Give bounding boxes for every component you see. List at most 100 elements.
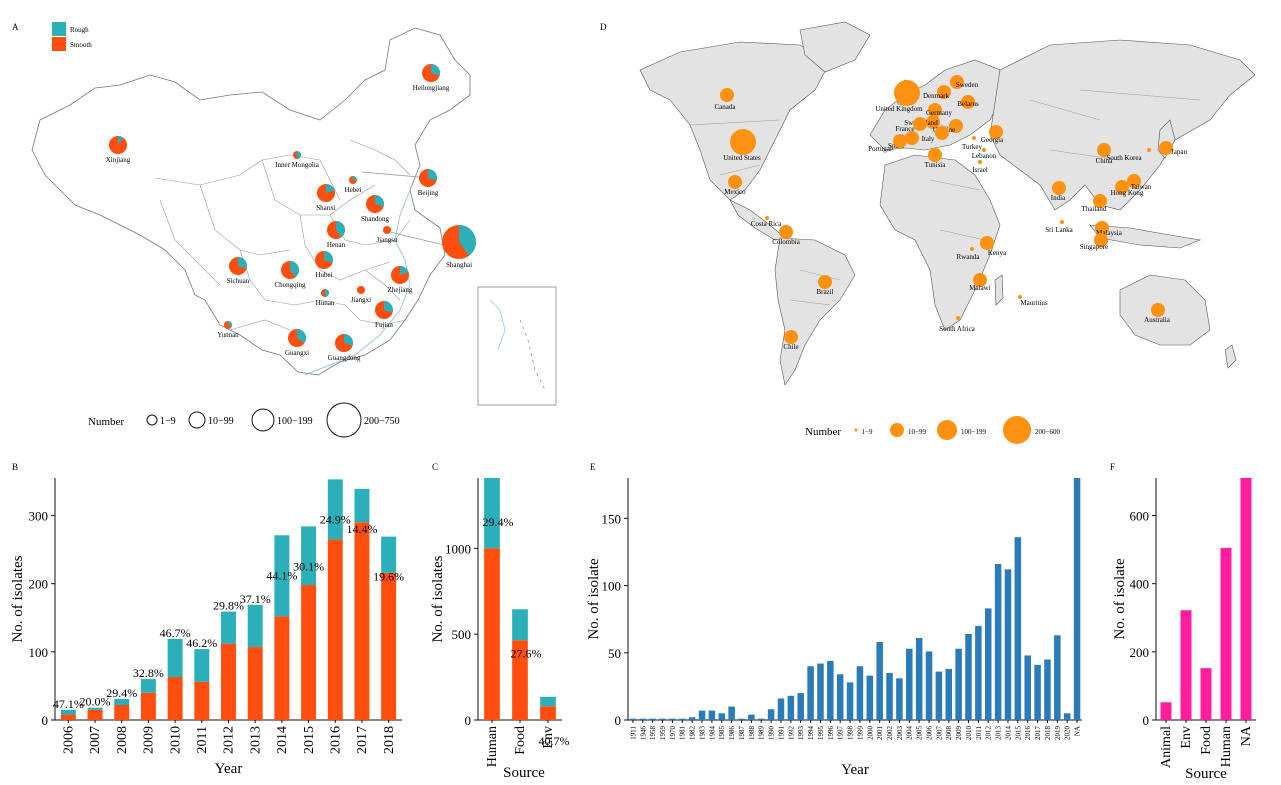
legend-rough-label: Rough	[70, 26, 89, 34]
legend-smooth-label: Smooth	[70, 41, 92, 49]
province-label: Xinjiang	[106, 156, 131, 164]
country-bubble-hong-kong: Hong Kong	[1111, 180, 1144, 197]
bubble	[1115, 180, 1129, 194]
country-bubble-south-africa: South Africa	[939, 316, 976, 333]
bar	[1200, 668, 1212, 720]
x-tick-label: 2019	[1054, 726, 1062, 741]
country-bubble-malawi: Malawi	[969, 273, 991, 292]
country-bubble-france: France	[895, 117, 927, 133]
province-label: Shanxi	[316, 204, 336, 212]
pie-smooth-slice	[383, 226, 391, 234]
province-label: Guangxi	[285, 349, 309, 357]
country-bubble-sri-lanka: Sri Lanka	[1045, 220, 1074, 234]
x-tick-label: 2005	[916, 726, 924, 741]
x-tick-label: 2008	[945, 726, 953, 741]
country-bubble-mexico: Mexico	[724, 175, 746, 196]
country-label: Mexico	[724, 188, 746, 196]
bubble	[1095, 221, 1109, 235]
panel-letter: E	[590, 462, 596, 472]
province-label: Jiangxi	[351, 296, 371, 304]
country-label: Portugal	[868, 145, 892, 153]
x-tick-label: Human	[1219, 726, 1234, 767]
bar	[777, 698, 785, 720]
bar-smooth	[301, 585, 317, 720]
country-label: Australia	[1144, 316, 1171, 324]
x-tick-label: 2012	[222, 726, 237, 754]
size-legend-d-label: 200−600	[1035, 428, 1060, 436]
legend-rough-swatch	[52, 22, 66, 36]
country-bubble-germany: Germany	[926, 103, 953, 117]
country-bubble-rwanda: Rwanda	[957, 247, 980, 261]
percent-label: 32.8%	[133, 666, 164, 680]
percent-label: 46.7%	[160, 626, 191, 640]
x-tick-label: 1994	[807, 726, 815, 741]
country-label: United States	[723, 154, 761, 162]
bar	[1034, 664, 1041, 720]
bar-rough	[87, 707, 103, 710]
y-tick-label: 0	[42, 713, 49, 728]
bubble	[926, 115, 940, 129]
size-legend-a-circle	[251, 408, 275, 432]
x-tick-label: Food	[513, 726, 528, 755]
country-label: Costa Rica	[751, 220, 782, 228]
world-borders	[689, 89, 1201, 306]
percent-label: 46.2%	[186, 636, 217, 650]
y-tick-label: 600	[1130, 508, 1150, 523]
bar	[935, 671, 943, 720]
y-tick-label: 0	[615, 713, 622, 728]
bar	[1014, 537, 1022, 720]
country-label: Lebanon	[972, 152, 997, 160]
china-outline	[31, 27, 471, 376]
x-tick-label: 2004	[906, 726, 914, 741]
percent-label: 24.9%	[320, 512, 351, 526]
bar	[1024, 655, 1031, 720]
bubble	[989, 125, 1003, 139]
bar	[836, 674, 844, 720]
bar	[698, 710, 706, 720]
percent-label: 29.4%	[106, 686, 137, 700]
province-label: Heilongjiang	[413, 84, 450, 92]
percent-label: 44.1%	[266, 568, 297, 582]
x-tick-label: 2011	[195, 726, 210, 753]
province-pie-xinjiang: Xinjiang	[106, 136, 131, 164]
bubble	[935, 126, 949, 140]
size-legend-d-circle	[854, 428, 858, 432]
country-bubble-malaysia: Malaysia	[1095, 221, 1123, 237]
bubble	[937, 85, 951, 99]
bar-smooth	[354, 522, 370, 720]
bar	[896, 678, 903, 720]
country-bubbles: Canada United States Mexico Costa Rica Colom…	[715, 75, 1187, 351]
bar	[1054, 635, 1061, 720]
country-label: Israel	[972, 166, 988, 174]
x-tick-label: 2012	[985, 726, 993, 741]
country-label: Georgia	[981, 136, 1004, 144]
bar-rough	[194, 649, 210, 682]
bar	[866, 675, 874, 720]
bar-smooth	[381, 572, 397, 720]
bar-rough	[114, 698, 130, 706]
y-tick-label: 0	[465, 713, 472, 728]
bar-rough	[60, 709, 76, 715]
y-tick-label: 100	[602, 579, 622, 594]
x-tick-label: 1970	[669, 726, 677, 741]
province-label: Shanghai	[446, 261, 472, 269]
country-bubble-colombia: Colombia	[772, 225, 801, 246]
country-bubble-costa-rica: Costa Rica	[751, 216, 782, 228]
bar	[659, 718, 666, 720]
bar	[738, 718, 745, 720]
country-label: Germany	[926, 109, 953, 117]
chart-panel-e: E 0 50 100 150 No. of isolate 1911 1946 1958 1959…	[586, 462, 1082, 778]
chart-panel-f: F 0 200 400 600 No. of isolate Animal Env Food Hu…	[1110, 462, 1256, 782]
bar	[639, 718, 647, 720]
percent-label: 29.8%	[213, 599, 244, 613]
pie-rough-slice	[375, 195, 385, 207]
country-label: Colombia	[772, 238, 801, 246]
province-label: Hubei	[315, 271, 332, 279]
china-coast	[304, 189, 411, 376]
x-tick-label: 1982	[689, 726, 697, 741]
size-legend-a-circle	[326, 402, 362, 438]
bar	[886, 672, 893, 720]
x-tick-label: 2014	[1004, 725, 1012, 740]
x-axis-title: Year	[841, 762, 869, 778]
